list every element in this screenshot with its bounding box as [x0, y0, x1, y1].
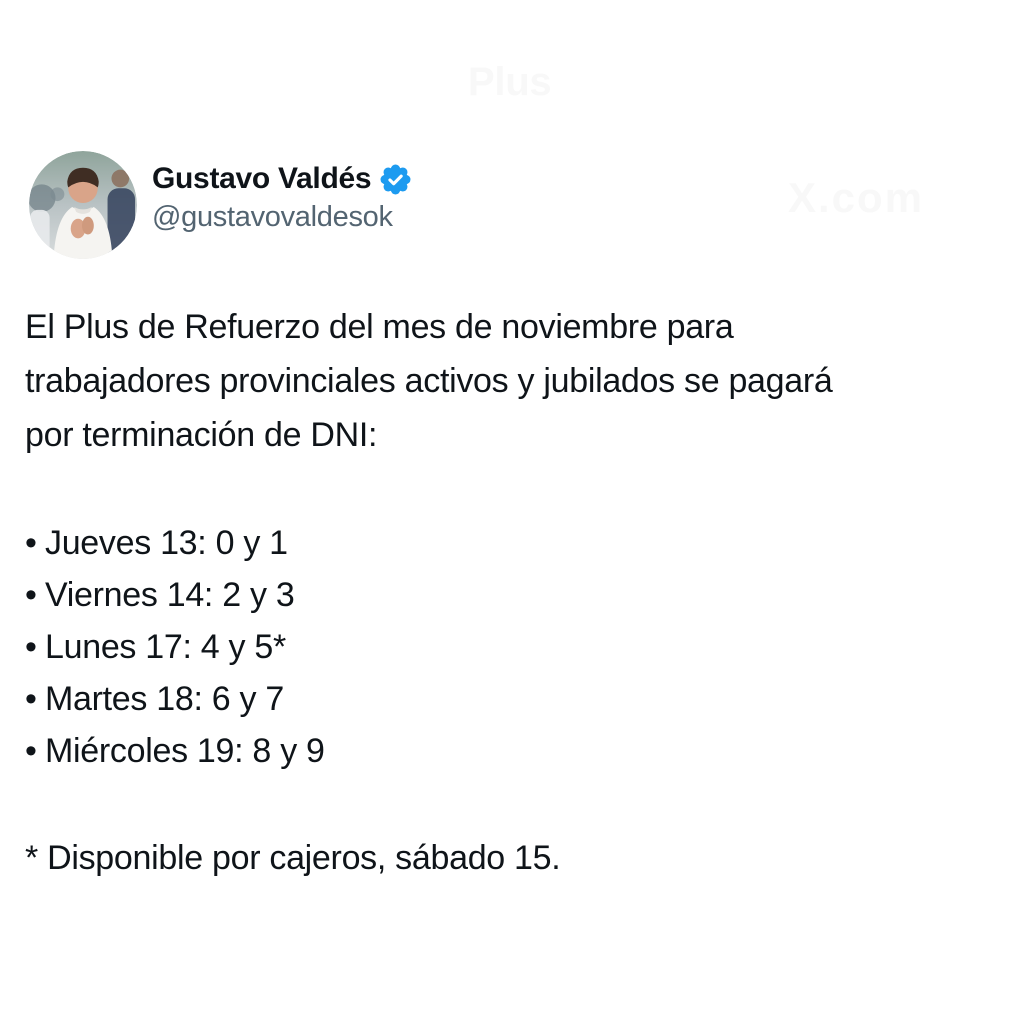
dni-schedule-list: • Jueves 13: 0 y 1 • Viernes 14: 2 y 3 •…: [25, 517, 1000, 777]
display-name[interactable]: Gustavo Valdés: [152, 162, 372, 195]
schedule-item: • Lunes 17: 4 y 5*: [25, 621, 1000, 673]
schedule-item: • Viernes 14: 2 y 3: [25, 569, 1000, 621]
bullet-glyph: •: [25, 576, 37, 614]
post-text: El Plus de Refuerzo del mes de noviembre…: [25, 300, 1000, 462]
verified-badge-icon: [380, 164, 411, 194]
tweet-header: Gustavo Valdés @gustavovaldesok: [29, 151, 411, 259]
bullet-glyph: •: [25, 524, 37, 562]
avatar[interactable]: [29, 151, 137, 259]
user-handle[interactable]: @gustavovaldesok: [152, 201, 393, 233]
schedule-item-text: Martes 18: 6 y 7: [45, 680, 284, 718]
faint-watermark-top: Plus: [468, 60, 552, 104]
post-text-line: trabajadores provinciales activos y jubi…: [25, 362, 833, 400]
header-text: Gustavo Valdés @gustavovaldesok: [152, 151, 411, 236]
schedule-item-text: Miércoles 19: 8 y 9: [45, 732, 325, 770]
footnote: * Disponible por cajeros, sábado 15.: [25, 839, 561, 877]
schedule-item: • Martes 18: 6 y 7: [25, 673, 1000, 725]
schedule-item: • Miércoles 19: 8 y 9: [25, 725, 1000, 777]
tweet-body: El Plus de Refuerzo del mes de noviembre…: [25, 300, 1000, 884]
post-text-line: El Plus de Refuerzo del mes de noviembre…: [25, 308, 734, 346]
name-row: Gustavo Valdés: [152, 160, 411, 198]
schedule-item-text: Lunes 17: 4 y 5*: [45, 628, 286, 666]
post-text-line: por terminación de DNI:: [25, 416, 378, 454]
faint-watermark-right: X.com: [788, 174, 925, 221]
schedule-item: • Jueves 13: 0 y 1: [25, 517, 1000, 569]
bullet-glyph: •: [25, 680, 37, 718]
bullet-glyph: •: [25, 628, 37, 666]
schedule-item-text: Jueves 13: 0 y 1: [45, 524, 288, 562]
bullet-glyph: •: [25, 732, 37, 770]
schedule-item-text: Viernes 14: 2 y 3: [45, 576, 295, 614]
